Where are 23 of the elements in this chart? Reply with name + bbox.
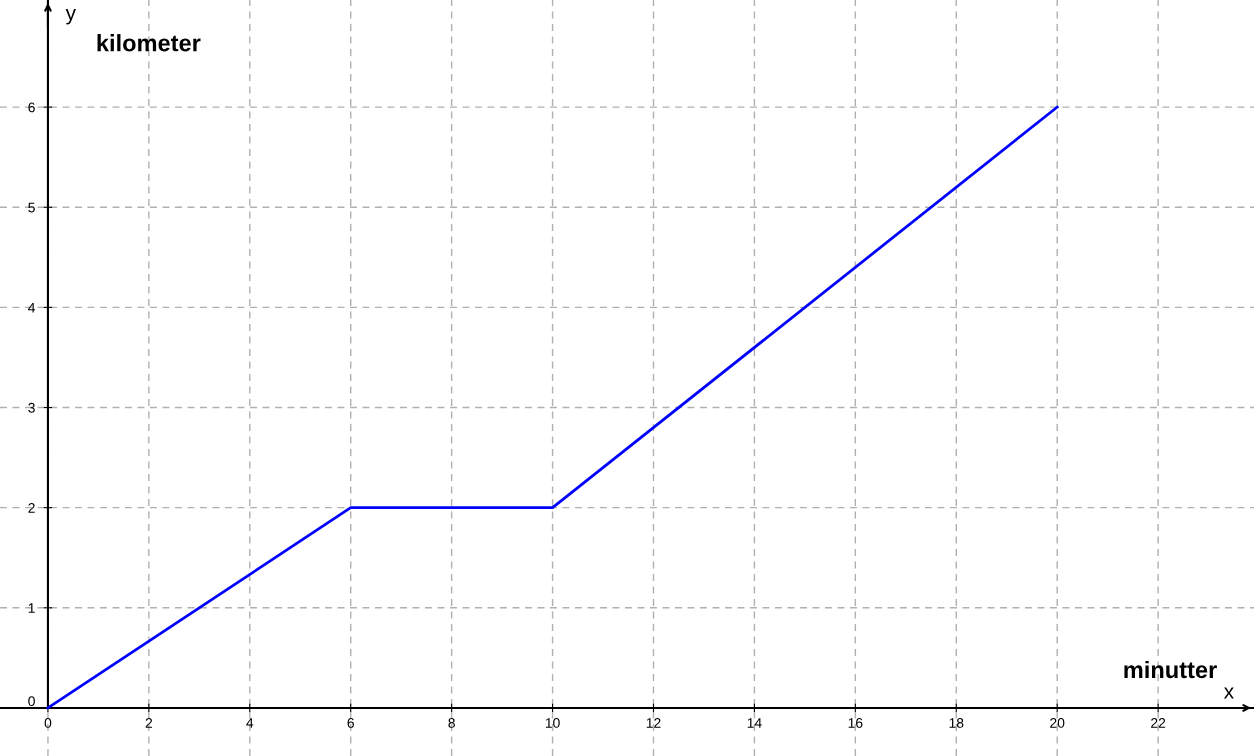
y-tick-label: 4 bbox=[28, 302, 36, 313]
x-tick-label: 6 bbox=[347, 718, 354, 728]
y-axis-title: kilometer bbox=[97, 34, 201, 52]
x-tick-label: 16 bbox=[848, 718, 863, 728]
x-tick-label: 18 bbox=[949, 718, 964, 728]
x-tick-label: 4 bbox=[246, 718, 254, 728]
x-tick-label: 10 bbox=[545, 718, 560, 728]
x-tick-label: 20 bbox=[1050, 718, 1065, 728]
y-tick-label: 1 bbox=[28, 603, 35, 613]
annotation: y bbox=[65, 9, 76, 25]
annotation: x bbox=[1223, 687, 1234, 699]
x-tick-label: 0 bbox=[44, 718, 52, 728]
x-axis-title: minutter bbox=[1124, 660, 1217, 679]
x-tick-label: 2 bbox=[145, 718, 153, 728]
y-tick-label: 5 bbox=[28, 202, 35, 213]
x-tick-label: 12 bbox=[646, 718, 661, 728]
x-tick-label: 22 bbox=[1151, 718, 1166, 728]
y-tick-label: 2 bbox=[28, 503, 35, 513]
x-tick-label: 8 bbox=[448, 718, 455, 728]
x-tick-label: 14 bbox=[747, 718, 762, 728]
y-tick-label: 3 bbox=[28, 402, 35, 413]
y-tick-label: 0 bbox=[28, 696, 35, 707]
y-tick-label: 6 bbox=[28, 102, 35, 113]
